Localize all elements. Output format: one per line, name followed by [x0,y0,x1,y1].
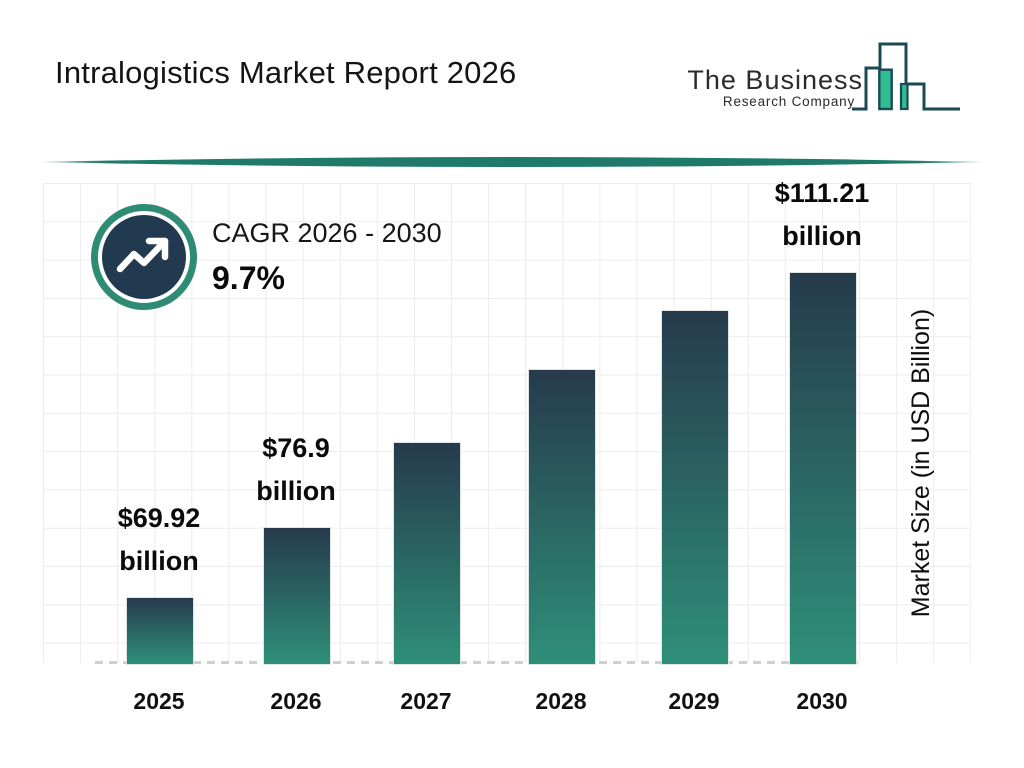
cagr-period-label: CAGR 2026 - 2030 [212,218,442,248]
logo-name: The Business [687,65,863,95]
bar-2026 [263,527,331,665]
x-axis-label-2025: 2025 [133,688,185,714]
value-label-2026: $76.9 billion [256,433,336,506]
x-axis-label-2030: 2030 [796,688,848,714]
page-title: Intralogistics Market Report 2026 [55,55,517,90]
logo-skyline-chart-icon [852,42,960,111]
chart-baseline-dashed [95,661,858,664]
company-logo-text: The Business Research Company [600,66,863,109]
cagr-trend-badge [91,204,197,310]
value-label-2030: $111.21 billion [774,178,870,251]
bar-2025 [126,597,194,665]
bar-2030 [789,272,857,665]
bar-2028 [528,369,596,665]
bar-2029 [661,310,729,665]
x-axis-label-2028: 2028 [535,688,587,714]
trending-up-icon [116,237,169,273]
logo-subname: Research Company [722,94,855,109]
x-axis-label-2026: 2026 [270,688,322,714]
y-axis-label: Market Size (in USD Billion) [907,308,935,618]
x-axis-label-2027: 2027 [400,688,452,714]
bar-2027 [393,442,461,665]
cagr-value: 9.7% [212,260,285,296]
value-label-2025: $69.92 billion [117,503,201,576]
x-axis-label-2029: 2029 [668,688,720,714]
divider-line [40,157,984,167]
